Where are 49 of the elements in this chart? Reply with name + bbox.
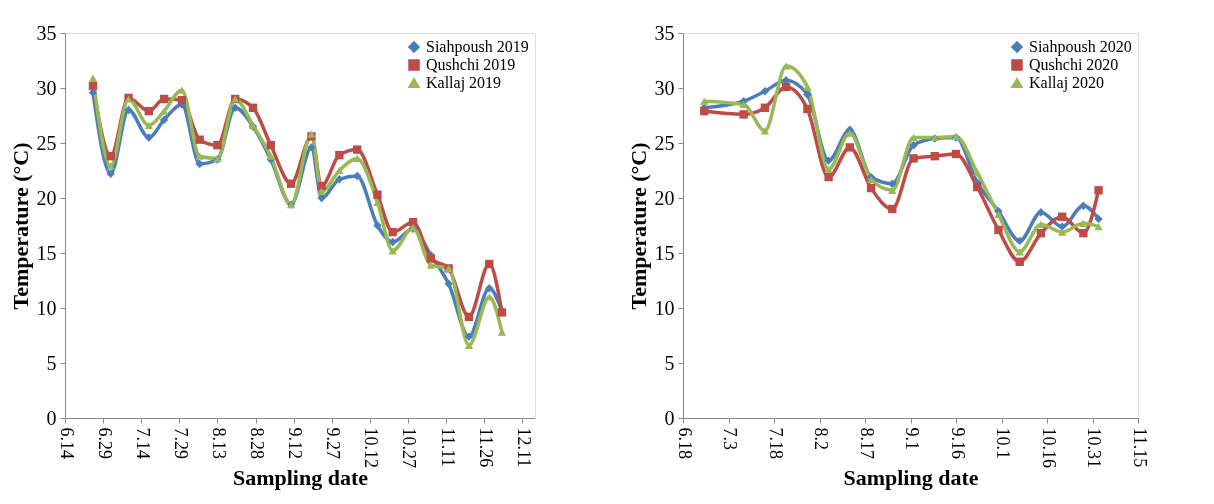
x-tick-label: 12.11	[513, 427, 534, 468]
legend-label: Siahpoush 2019	[426, 38, 529, 56]
legend-label: Qushchi 2019	[426, 56, 516, 73]
x-tick-label: 6.18	[674, 427, 695, 459]
y-tick-label: 35	[36, 21, 57, 44]
legend-label: Siahpoush 2020	[1029, 38, 1132, 56]
y-tick-label: 35	[654, 21, 675, 44]
y-tick-label: 5	[664, 351, 675, 374]
x-tick-label: 11.15	[1129, 427, 1150, 468]
x-tick-label: 10.1	[993, 427, 1013, 459]
y-tick-label: 0	[664, 406, 675, 429]
y-tick-label: 25	[36, 131, 57, 154]
x-tick-label: 6.14	[56, 427, 77, 459]
y-tick-label: 20	[654, 186, 675, 209]
x-tick-label: 7.3	[720, 427, 740, 450]
y-tick-label: 0	[46, 406, 57, 429]
x-tick-label: 7.14	[132, 427, 153, 459]
x-tick-label: 10.16	[1038, 427, 1059, 468]
y-tick-label: 20	[36, 186, 57, 209]
x-tick-label: 9.12	[285, 427, 306, 459]
x-tick-label: 11.11	[437, 427, 458, 467]
x-tick-label: 8.2	[811, 427, 831, 450]
x-tick-label: 6.29	[94, 427, 115, 459]
x-tick-label: 9.27	[323, 427, 344, 459]
y-tick-label: 5	[46, 351, 57, 374]
legend-label: Qushchi 2020	[1029, 56, 1119, 73]
x-tick-label: 7.18	[765, 427, 786, 459]
x-tick-label: 10.27	[399, 427, 420, 468]
y-tick-label: 10	[654, 296, 675, 319]
x-tick-label: 10.31	[1084, 427, 1104, 468]
y-axis-title: Temperature (°C)	[625, 142, 651, 310]
x-tick-label: 8.13	[208, 427, 229, 459]
y-tick-label: 15	[654, 241, 675, 264]
legend-label: Kallaj 2020	[1029, 74, 1105, 92]
legend-label: Kallaj 2019	[426, 74, 502, 92]
x-tick-label: 9.1	[902, 427, 922, 450]
y-tick-label: 30	[36, 76, 57, 99]
x-tick-label: 8.28	[247, 427, 268, 459]
x-tick-label: 7.29	[170, 427, 191, 459]
y-tick-label: 10	[36, 296, 57, 319]
x-tick-label: 9.16	[947, 427, 968, 459]
y-tick-label: 15	[36, 241, 57, 264]
x-tick-label: 11.26	[475, 427, 496, 468]
y-tick-label: 30	[654, 76, 675, 99]
y-axis-title: Temperature (°C)	[7, 142, 33, 310]
x-tick-label: 10.12	[361, 427, 382, 468]
x-tick-label: 8.17	[856, 427, 877, 459]
y-tick-label: 25	[654, 131, 675, 154]
x-axis-title: Sampling date	[843, 465, 979, 490]
